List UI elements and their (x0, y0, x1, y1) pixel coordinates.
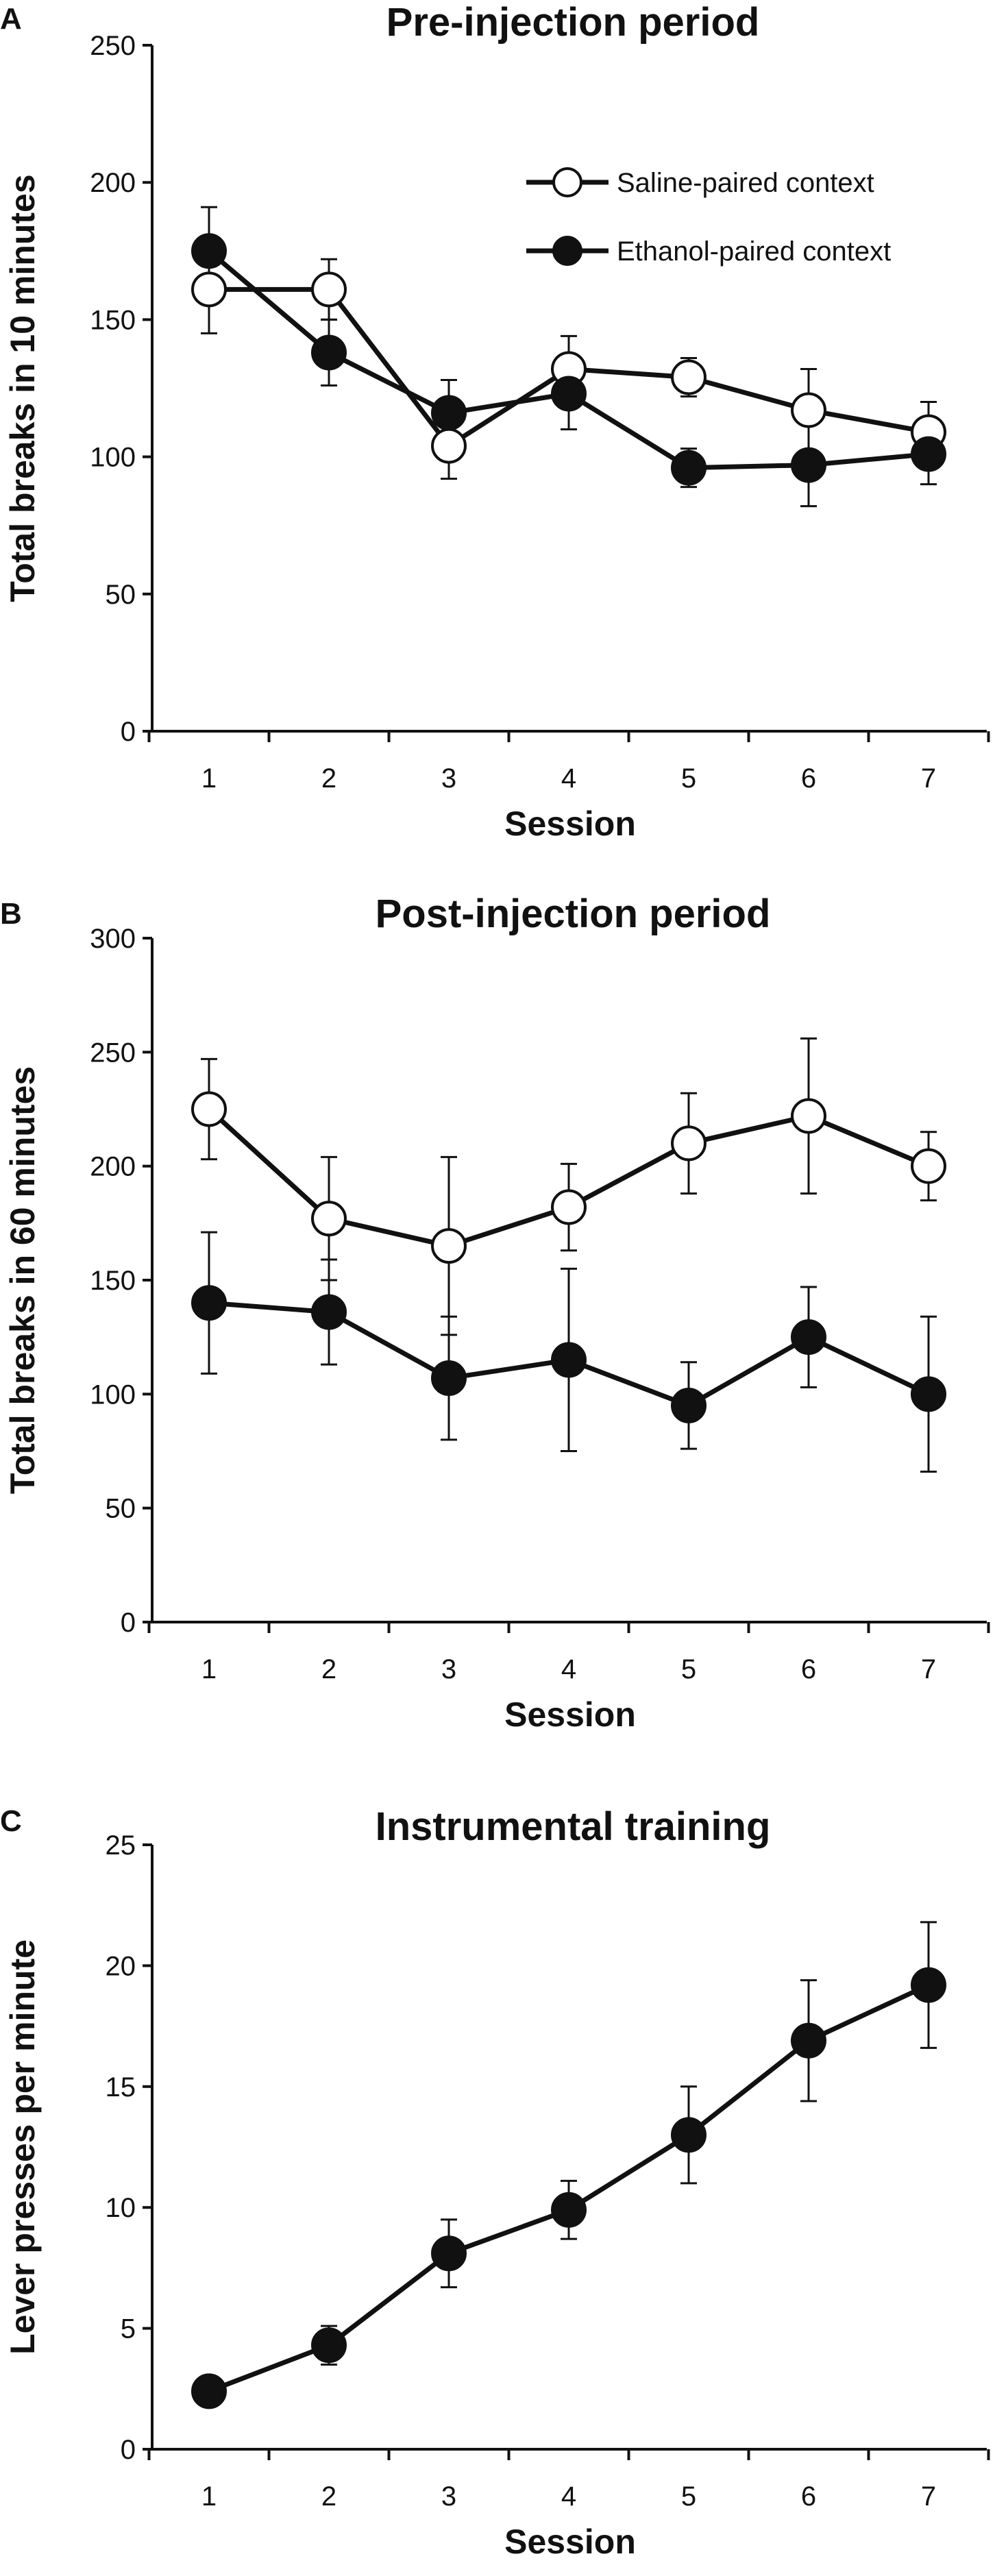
chart-title: Pre-injection period (386, 0, 760, 45)
x-tick-label: 6 (801, 2481, 816, 2512)
y-tick-label: 25 (106, 1830, 136, 1861)
x-axis-title: Session (504, 805, 636, 843)
data-point-saline (791, 392, 826, 428)
y-tick-label: 200 (90, 1152, 136, 1182)
x-tick-label: 1 (201, 2481, 217, 2512)
x-axis-title: Session (504, 1695, 636, 1734)
data-point-ethanol (791, 447, 826, 483)
x-tick-label: 3 (441, 763, 456, 794)
y-tick-label: 15 (106, 2072, 136, 2102)
y-tick-label: 5 (121, 2314, 136, 2344)
y-tick-label: 200 (90, 168, 136, 198)
x-tick-label: 4 (561, 1654, 576, 1684)
y-tick-label: 250 (90, 31, 136, 61)
data-point-ethanol (431, 1360, 467, 1397)
x-tick-label: 6 (801, 763, 816, 794)
chart-title: Post-injection period (376, 892, 771, 936)
data-point-saline (191, 271, 227, 308)
data-point-saline (191, 1091, 227, 1127)
data-point-ethanol (671, 450, 707, 486)
y-tick-label: 10 (106, 2193, 136, 2223)
y-axis-title: Total breaks in 60 minutes (3, 1066, 42, 1494)
panel-label: B (0, 897, 22, 931)
x-tick-label: 6 (801, 1654, 816, 1684)
data-point-ethanol (911, 1376, 946, 1412)
x-tick-label: 1 (201, 763, 217, 794)
data-point-ethanol (191, 1285, 227, 1321)
data-point-ethanol (431, 2235, 467, 2272)
data-point-ethanol (671, 2117, 707, 2153)
data-point-ethanol (431, 395, 467, 431)
legend-label: Saline-paired context (617, 168, 874, 198)
y-axis-title: Total breaks in 10 minutes (3, 174, 42, 602)
y-tick-label: 0 (121, 2435, 136, 2465)
data-point-ethanol (551, 2192, 587, 2228)
chart-panel-a: A Pre-injection period 0 50 100 150 200 250 1 2 3 4… (0, 0, 990, 843)
x-tick-label: 5 (681, 1654, 696, 1684)
data-point-saline (311, 1201, 347, 1237)
chart-panel-b: B Post-injection period 0 50 100 150 200 250 300… (0, 892, 990, 1734)
y-tick-label: 50 (106, 1494, 136, 1524)
data-point-ethanol (911, 436, 946, 472)
data-point-ethanol (311, 334, 347, 371)
x-tick-label: 5 (681, 2481, 696, 2512)
data-point-ethanol (311, 1294, 347, 1330)
x-tick-label: 5 (681, 763, 696, 794)
y-tick-label: 100 (90, 443, 136, 473)
x-tick-label: 2 (321, 763, 336, 794)
data-point-saline (431, 1228, 467, 1264)
x-tick-label: 2 (321, 1654, 336, 1684)
legend: Saline-paired context Ethanol-paired cont… (526, 167, 891, 267)
y-tick-label: 0 (121, 1608, 136, 1638)
chart-title: Instrumental training (376, 1804, 771, 1849)
x-tick-label: 1 (201, 1654, 217, 1684)
data-point-saline (911, 1148, 946, 1184)
data-point-saline (431, 428, 467, 464)
data-point-ethanol (551, 1342, 587, 1378)
legend-marker (552, 236, 582, 266)
legend-marker (552, 167, 582, 197)
data-point-ethanol (311, 2327, 347, 2364)
data-point-saline (671, 359, 707, 395)
y-tick-label: 250 (90, 1038, 136, 1068)
data-point-ethanol (191, 233, 227, 269)
data-point-ethanol (551, 376, 587, 412)
data-point-ethanol (791, 1319, 826, 1356)
data-point-ethanol (791, 2022, 826, 2059)
x-tick-label: 4 (561, 763, 576, 794)
data-point-saline (311, 271, 347, 308)
x-tick-label: 7 (921, 1654, 936, 1684)
y-tick-label: 100 (90, 1379, 136, 1410)
y-axis-title: Lever presses per minute (3, 1939, 42, 2355)
data-point-saline (791, 1098, 826, 1134)
data-point-ethanol (671, 1387, 707, 1423)
panel-label: C (0, 1804, 22, 1838)
data-point-ethanol (191, 2373, 227, 2409)
x-tick-label: 4 (561, 2481, 576, 2512)
y-tick-label: 150 (90, 1266, 136, 1296)
panel-label: A (0, 2, 22, 36)
x-tick-label: 2 (321, 2481, 336, 2512)
x-tick-label: 3 (441, 1654, 456, 1684)
x-axis-title: Session (504, 2523, 636, 2561)
data-point-saline (551, 1189, 587, 1225)
y-tick-label: 50 (106, 580, 136, 610)
legend-label: Ethanol-paired context (617, 236, 891, 267)
y-tick-label: 150 (90, 305, 136, 335)
data-point-ethanol (911, 1967, 946, 2003)
chart-panel-c: C Instrumental training 0 5 10 15 20 25 1 2 3 4 5 6 7 S… (0, 1804, 990, 2561)
data-point-saline (671, 1125, 707, 1162)
series-ethanol (201, 1921, 937, 2400)
y-tick-label: 0 (121, 717, 136, 747)
x-tick-label: 7 (921, 2481, 936, 2512)
y-tick-label: 20 (106, 1951, 136, 1981)
x-tick-label: 3 (441, 2481, 456, 2512)
x-tick-label: 7 (921, 763, 936, 794)
y-tick-label: 300 (90, 924, 136, 954)
